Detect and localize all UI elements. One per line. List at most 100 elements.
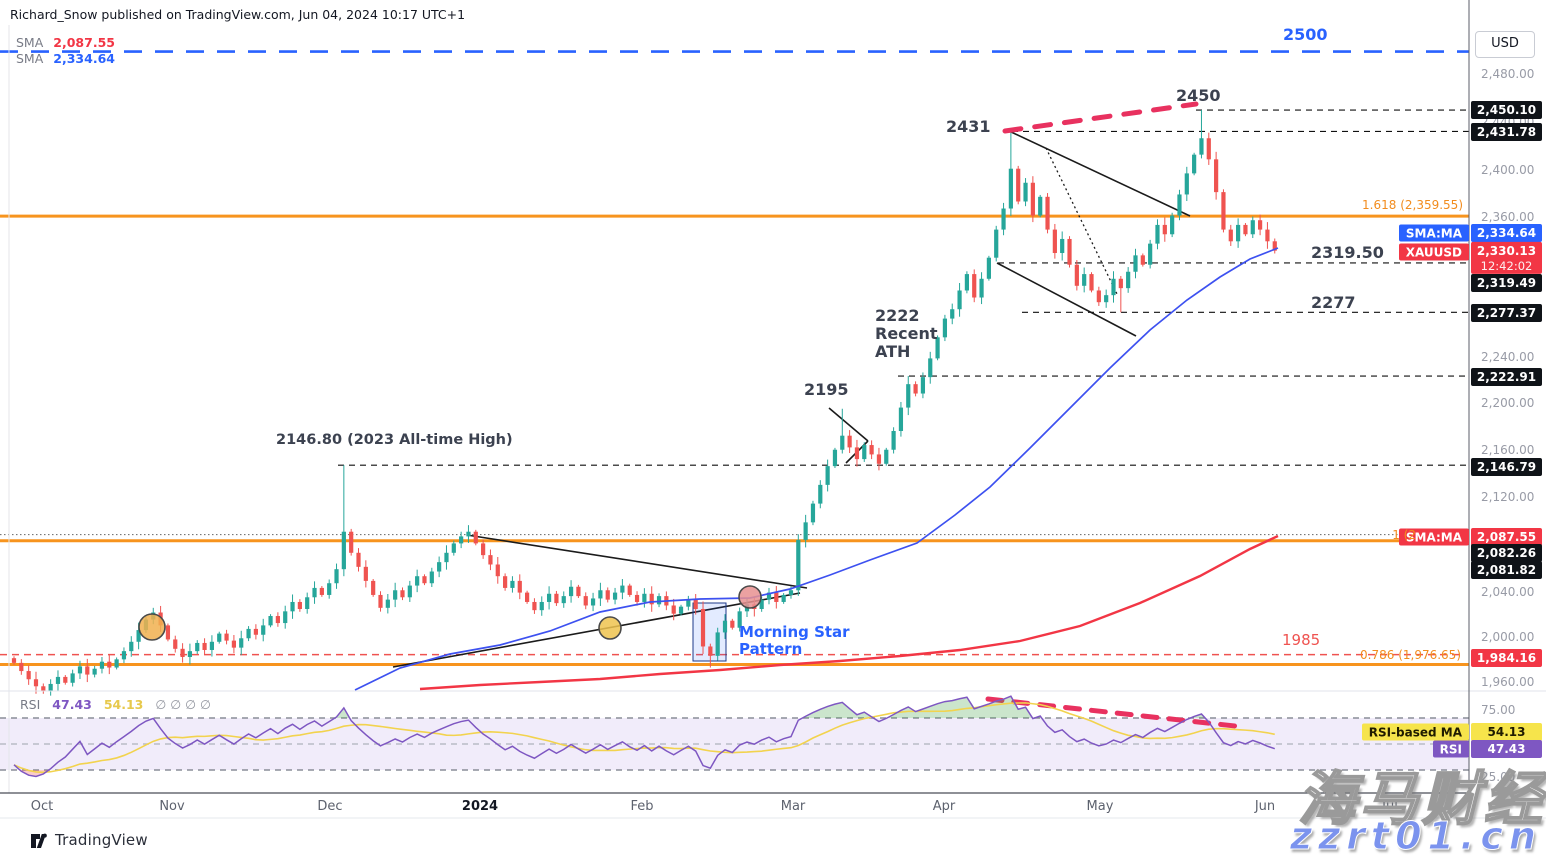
- tradingview-brand-text: TradingView: [55, 831, 148, 849]
- candle-body: [268, 616, 273, 626]
- candle-body: [444, 552, 449, 563]
- candle-body: [847, 435, 852, 448]
- annotation-1985[interactable]: 1985: [1282, 631, 1321, 649]
- rsi-line[interactable]: [13, 695, 1276, 778]
- axis-badge-level-2277: 2,277.37: [1471, 304, 1542, 322]
- annotation-2222[interactable]: 2222 Recent ATH: [875, 306, 938, 361]
- candle-body: [1177, 194, 1182, 216]
- candle-body: [459, 536, 464, 544]
- candle-body: [136, 630, 141, 642]
- candle-body: [121, 651, 127, 660]
- circle-marker[interactable]: [598, 616, 622, 640]
- annotation-2277[interactable]: 2277: [1311, 293, 1356, 312]
- candle-body: [63, 676, 68, 683]
- candle-body: [1148, 243, 1153, 265]
- candle-body: [231, 640, 236, 648]
- candle-body: [422, 576, 427, 584]
- candle-body: [371, 580, 376, 595]
- annotation-2500[interactable]: 2500: [1283, 25, 1328, 44]
- axis-badge-level-2222: 2,222.91: [1471, 368, 1542, 386]
- dotted-trendline[interactable]: [1045, 147, 1119, 297]
- circle-marker[interactable]: [738, 585, 762, 609]
- candle-body: [319, 587, 324, 595]
- candle-body: [854, 447, 860, 460]
- trendline[interactable]: [466, 534, 808, 589]
- tradingview-logo-icon: [31, 833, 47, 848]
- candle-body: [832, 449, 838, 467]
- badge-value: 2,277.37: [1476, 305, 1537, 320]
- annotation-2450[interactable]: 2450: [1176, 86, 1221, 105]
- annotation-1-2[interactable]: 1 (2: [1392, 528, 1416, 542]
- candle-body: [224, 633, 229, 641]
- candle-body: [1118, 278, 1123, 289]
- rsi-legend[interactable]: RSI 47.43 54.13 ∅ ∅ ∅ ∅: [20, 697, 219, 712]
- time-label-Feb: Feb: [630, 799, 654, 814]
- candle-body: [1052, 229, 1057, 254]
- candle-body: [1074, 264, 1079, 286]
- currency-toggle-button[interactable]: USD: [1475, 31, 1535, 58]
- sma-legend-red[interactable]: SMA 2,087.55: [16, 35, 115, 50]
- trendline[interactable]: [392, 592, 801, 668]
- candle-body: [473, 531, 478, 544]
- candle-body: [759, 599, 764, 609]
- candle-body: [876, 454, 882, 464]
- candle-body: [546, 593, 552, 602]
- annotation-1.618-2-359.55-[interactable]: 1.618 (2,359.55): [1362, 198, 1463, 212]
- candle-body: [620, 585, 625, 593]
- annotation-2431[interactable]: 2431: [946, 117, 991, 136]
- sma-legend-value: 2,087.55: [53, 35, 115, 50]
- badge-value: 1,984.16: [1476, 650, 1537, 665]
- candle-body: [1016, 168, 1021, 202]
- candle-body: [70, 673, 75, 683]
- annotation-2146.80-2023-All-time-High-[interactable]: 2146.80 (2023 All-time High): [276, 432, 513, 448]
- candle-body: [1104, 295, 1109, 303]
- candle-body: [722, 620, 728, 633]
- annotation-2195[interactable]: 2195: [804, 380, 849, 399]
- price-tick: 2,200.00: [1481, 396, 1535, 410]
- badge-value: 47.43: [1487, 741, 1526, 756]
- candle-body: [41, 686, 46, 691]
- annotation-2319.50[interactable]: 2319.50: [1311, 243, 1384, 262]
- annotation-0.786-1-976.65-[interactable]: 0.786 (1,976.65): [1360, 648, 1461, 662]
- axis-badge-level-2319: 2,319.49: [1471, 274, 1542, 292]
- tradingview-attribution[interactable]: TradingView: [30, 830, 148, 850]
- badge-value: 2,222.91: [1476, 369, 1537, 384]
- trendline[interactable]: [828, 407, 869, 442]
- candle-body: [1082, 274, 1087, 286]
- candle-body: [85, 666, 90, 675]
- candle-body: [107, 661, 112, 668]
- candle-body: [554, 593, 559, 604]
- candle-body: [1170, 215, 1175, 235]
- sma-200-line[interactable]: [419, 534, 1279, 691]
- candle-body: [481, 543, 486, 556]
- candle-body: [437, 562, 442, 572]
- candle-body: [1272, 241, 1277, 251]
- trendline[interactable]: [996, 262, 1137, 337]
- candle-body: [693, 599, 698, 609]
- candle-body: [297, 601, 302, 609]
- candle-body: [305, 597, 310, 609]
- axis-badge-sma-blue: 2,334.64: [1471, 224, 1542, 242]
- candle-body: [891, 431, 896, 450]
- candle-body: [642, 593, 647, 602]
- candle-body: [510, 580, 515, 588]
- sma-50-line[interactable]: [354, 247, 1279, 691]
- candle-body: [590, 598, 596, 606]
- candle-body: [363, 566, 368, 581]
- annotation-Morning-Star[interactable]: Morning Star Pattern: [739, 623, 850, 658]
- circle-marker[interactable]: [138, 613, 166, 641]
- candle-body: [451, 543, 456, 553]
- candle-body: [261, 625, 266, 635]
- candle-body: [561, 596, 566, 604]
- candle-body: [312, 587, 317, 598]
- candle-body: [979, 278, 984, 298]
- pink-divergence-line-price[interactable]: [1002, 101, 1199, 134]
- sma-legend-blue[interactable]: SMA 2,334.64: [16, 51, 115, 66]
- badge-value: 2,450.10: [1476, 102, 1537, 117]
- candle-body: [869, 445, 874, 455]
- rsi-ma-line[interactable]: [13, 702, 1275, 774]
- candle-body: [341, 531, 346, 570]
- badge-value: 2,431.78: [1476, 124, 1537, 139]
- trendline[interactable]: [1008, 130, 1191, 217]
